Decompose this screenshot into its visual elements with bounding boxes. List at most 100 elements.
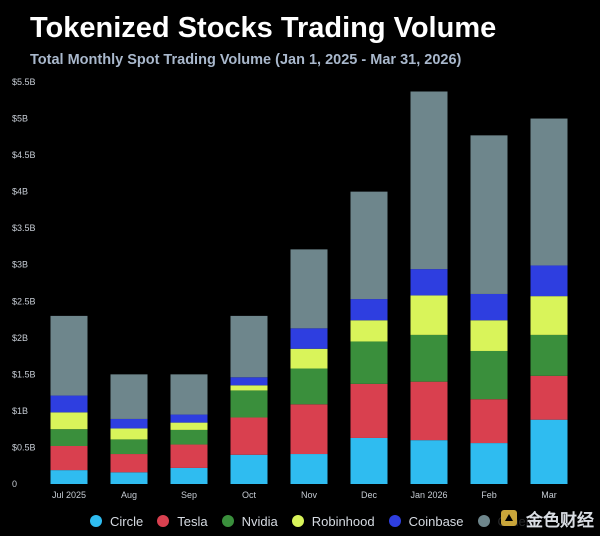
- bar-segment-others: [410, 91, 448, 270]
- x-tick-label: Oct: [242, 490, 257, 500]
- bar-segment-tesla: [290, 404, 328, 455]
- legend-swatch: [388, 515, 401, 527]
- bar-segment-tesla: [170, 444, 208, 468]
- bar-segment-others: [350, 191, 388, 300]
- bar-segment-others: [230, 315, 268, 378]
- y-tick-label: $1.5B: [12, 369, 36, 379]
- y-tick-label: $2B: [12, 333, 28, 343]
- bar-segment-others: [290, 249, 328, 329]
- y-tick-label: $3.5B: [12, 223, 36, 233]
- x-tick-label: Mar: [541, 490, 557, 500]
- bar-segment-circle: [530, 419, 568, 484]
- y-axis: 0 $0.5B $1B $1.5B $2B $2.5B $3B $3.5B $4B $4.5B $5…: [12, 77, 36, 489]
- bar-segment-coinbase: [230, 377, 268, 386]
- bar-segment-coinbase: [530, 265, 568, 297]
- legend-entry-nvidia: Nvidia: [221, 513, 278, 529]
- x-tick-label: Dec: [361, 490, 378, 500]
- x-tick-label: Sep: [181, 490, 197, 500]
- bar-segment-nvidia: [350, 341, 388, 384]
- bar-stack: [470, 135, 508, 484]
- bar-segment-coinbase: [50, 395, 88, 413]
- bar-segment-tesla: [350, 383, 388, 438]
- bar-segment-nvidia: [530, 334, 568, 376]
- bar-stack: [530, 118, 568, 484]
- y-tick-label: $4.5B: [12, 150, 36, 160]
- bar-segment-nvidia: [470, 350, 508, 400]
- bar-segment-coinbase: [290, 328, 328, 349]
- bars: [50, 91, 568, 484]
- bar-segment-coinbase: [470, 293, 508, 321]
- bar-segment-circle: [50, 470, 88, 484]
- legend-label: Robinhood: [311, 513, 375, 529]
- bar-segment-coinbase: [350, 299, 388, 321]
- y-tick-label: $0.5B: [12, 442, 36, 452]
- bar-segment-circle: [170, 467, 208, 484]
- y-tick-label: $1B: [12, 406, 28, 416]
- bar-segment-tesla: [110, 454, 148, 473]
- bar-segment-robinhood: [170, 422, 208, 430]
- y-tick-label: $3B: [12, 260, 28, 270]
- bar-segment-coinbase: [410, 269, 448, 296]
- legend-swatch: [477, 515, 490, 527]
- x-tick-label: Feb: [481, 490, 497, 500]
- bar-stack: [350, 191, 388, 484]
- legend-entry-robinhood: Robinhood: [291, 513, 375, 529]
- legend-entry-coinbase: Coinbase: [388, 513, 464, 529]
- legend-label: Coinbase: [408, 513, 464, 529]
- bar-stack: [410, 91, 448, 484]
- bar-segment-robinhood: [110, 428, 148, 440]
- bar-segment-others: [110, 374, 148, 419]
- watermark-text: 金色财经: [526, 510, 594, 531]
- bar-stack: [110, 374, 148, 484]
- bar-segment-circle: [410, 440, 448, 484]
- bar-segment-others: [530, 118, 568, 266]
- bar-segment-tesla: [50, 445, 88, 471]
- bar-segment-robinhood: [410, 295, 448, 335]
- bar-stack: [50, 315, 88, 484]
- chart-title: Tokenized Stocks Trading Volume: [30, 12, 497, 44]
- bar-segment-circle: [350, 437, 388, 484]
- x-tick-label: Jul 2025: [52, 490, 86, 500]
- chart-subtitle: Total Monthly Spot Trading Volume (Jan 1…: [30, 52, 462, 68]
- bar-segment-coinbase: [110, 418, 148, 429]
- bar-segment-circle: [470, 443, 508, 484]
- legend-label: Tesla: [177, 513, 208, 529]
- bar-segment-robinhood: [350, 320, 388, 342]
- legend-entry-tesla: Tesla: [157, 513, 208, 529]
- bar-segment-circle: [290, 454, 328, 484]
- bar-segment-tesla: [230, 417, 268, 455]
- bar-segment-others: [470, 135, 508, 294]
- legend-label: Nvidia: [241, 513, 278, 529]
- y-tick-label: $5.5B: [12, 77, 36, 87]
- legend-label: Circle: [110, 513, 144, 529]
- bar-segment-tesla: [410, 381, 448, 441]
- watermark-logo-icon: [501, 510, 517, 526]
- bar-segment-circle: [230, 454, 268, 484]
- bar-stack: [170, 374, 208, 484]
- bar-segment-tesla: [470, 399, 508, 444]
- legend-entry-circle: Circle: [90, 514, 143, 529]
- bar-segment-nvidia: [410, 334, 448, 382]
- bar-segment-nvidia: [170, 429, 208, 445]
- y-tick-label: 0: [12, 479, 17, 489]
- y-tick-label: $2.5B: [12, 296, 36, 306]
- bar-segment-nvidia: [290, 368, 328, 405]
- bar-segment-robinhood: [230, 385, 268, 391]
- bar-segment-nvidia: [50, 429, 88, 446]
- legend-swatch: [90, 515, 102, 527]
- bar-segment-coinbase: [170, 414, 208, 423]
- bar-segment-robinhood: [290, 348, 328, 369]
- x-tick-label: Nov: [301, 490, 318, 500]
- bar-segment-others: [50, 315, 88, 396]
- bar-segment-nvidia: [110, 439, 148, 455]
- bar-segment-robinhood: [530, 296, 568, 335]
- bar-stack: [290, 249, 328, 484]
- legend-swatch: [291, 515, 304, 527]
- y-tick-label: $5B: [12, 114, 28, 124]
- bar-stack: [230, 315, 268, 484]
- x-axis: Jul 2025 Aug Sep Oct Nov Dec Jan 2026 Feb Mar: [52, 490, 557, 500]
- x-tick-label: Aug: [121, 490, 137, 500]
- bar-segment-others: [170, 374, 208, 415]
- bar-segment-robinhood: [50, 412, 88, 430]
